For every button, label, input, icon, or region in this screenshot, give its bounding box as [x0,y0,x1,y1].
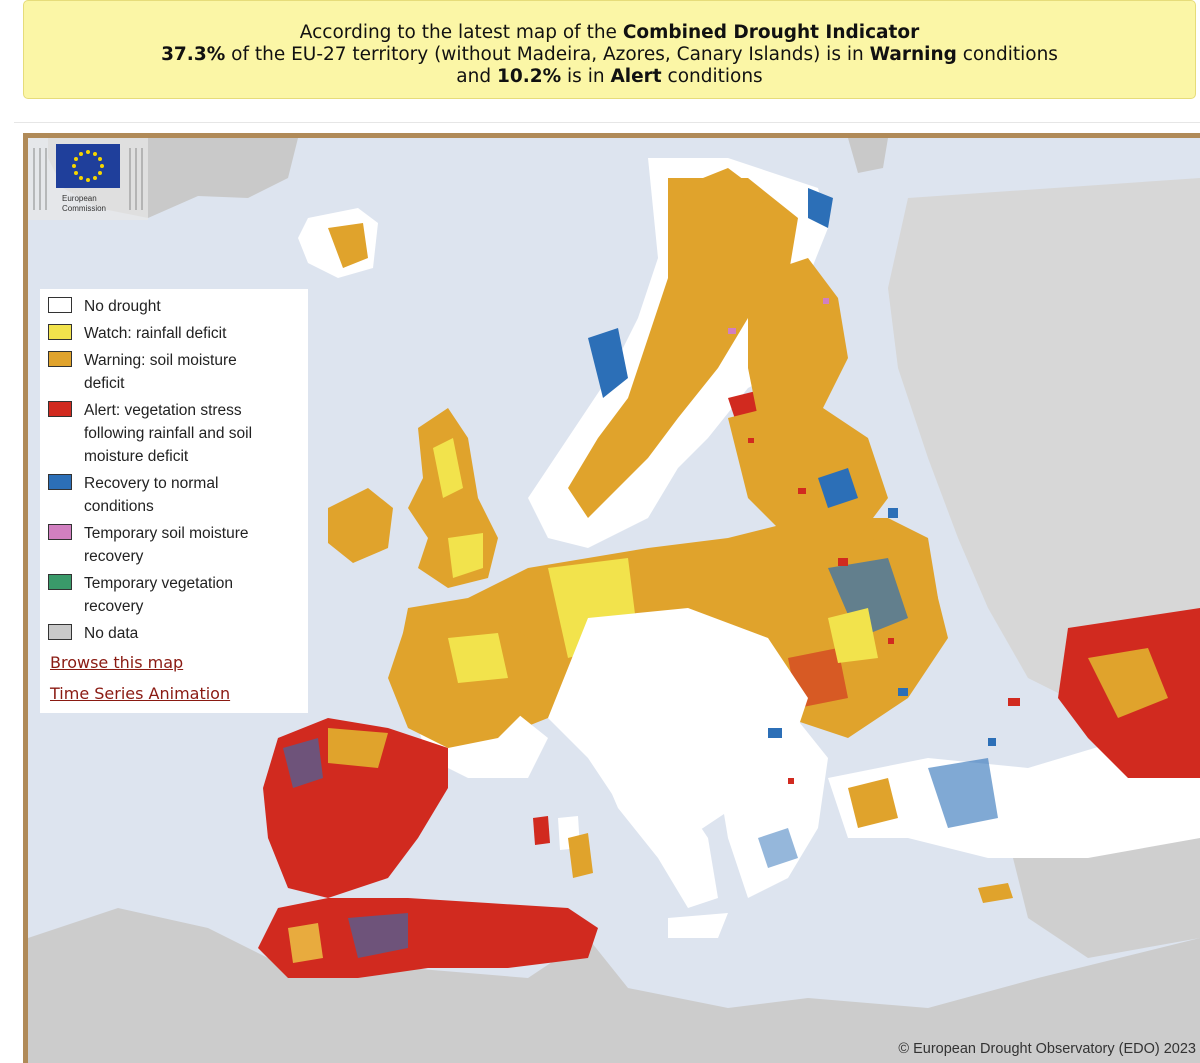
alert-percent: 10.2% [496,66,562,87]
legend-label: Temporary vegetation recovery [84,575,234,615]
africa-land [28,908,1200,1063]
north-africa [258,898,598,978]
map-frame: European Commission © European Drought O… [23,133,1200,1063]
svg-text:Commission: Commission [62,204,106,213]
map-svg [28,138,1200,1063]
russia-land [888,178,1200,718]
legend-item-watch: Watch: rainfall deficit [48,322,300,345]
turkey [828,738,1200,858]
legend-swatch-no-data [48,624,72,640]
svg-text:European: European [62,194,97,203]
italy [588,728,718,908]
legend-swatch-temp-vegetation-recovery [48,574,72,590]
map-legend: No drought Watch: rainfall deficit Warning… [40,289,308,713]
legend-item-temp-soil-recovery: Temporary soil moisture recovery [48,522,300,568]
legend-swatch-watch [48,324,72,340]
balkans [708,708,828,898]
legend-label: Recovery to normal conditions [84,475,219,515]
alert-patches [748,438,1020,784]
legend-item-alert: Alert: vegetation stress following rainf… [48,399,300,468]
legend-swatch-recovery [48,474,72,490]
banner-line-2: 37.3% of the EU-27 territory (without Ma… [161,44,1058,65]
warning-percent: 37.3% [161,44,226,65]
legend-label: No drought [84,298,161,315]
recovery-patches [768,508,996,746]
ireland [328,488,393,563]
legend-label: Temporary soil moisture recovery [84,525,249,565]
european-commission-logo: European Commission [28,138,148,220]
browse-map-link[interactable]: Browse this map [50,653,184,672]
drought-map[interactable]: European Commission © European Drought O… [28,138,1200,1063]
legend-swatch-warning [48,351,72,367]
legend-label: Alert: vegetation stress following rainf… [84,402,253,465]
legend-item-recovery: Recovery to normal conditions [48,472,300,518]
legend-label: Watch: rainfall deficit [84,325,227,342]
banner-line-1: According to the latest map of the Combi… [299,22,920,43]
banner-line-3: and 10.2% is in Alert conditions [456,66,763,87]
legend-label: No data [84,625,139,642]
soil-recovery-patches [728,298,829,334]
legend-swatch-no-drought [48,297,72,313]
summary-banner: According to the latest map of the Combi… [23,0,1196,99]
divider [14,122,1200,123]
legend-item-no-drought: No drought [48,295,300,318]
legend-item-warning: Warning: soil moisture deficit [48,349,300,395]
legend-item-temp-vegetation-recovery: Temporary vegetation recovery [48,572,300,618]
indicator-name: Combined Drought Indicator [622,22,920,43]
copyright-text: © European Drought Observatory (EDO) 202… [898,1041,1196,1057]
legend-label: Warning: soil moisture deficit [84,352,237,392]
legend-swatch-alert [48,401,72,417]
legend-item-no-data: No data [48,622,300,645]
legend-swatch-temp-soil-recovery [48,524,72,540]
time-series-animation-link[interactable]: Time Series Animation [50,684,231,703]
legend-items: No drought Watch: rainfall deficit Warning… [48,295,300,645]
